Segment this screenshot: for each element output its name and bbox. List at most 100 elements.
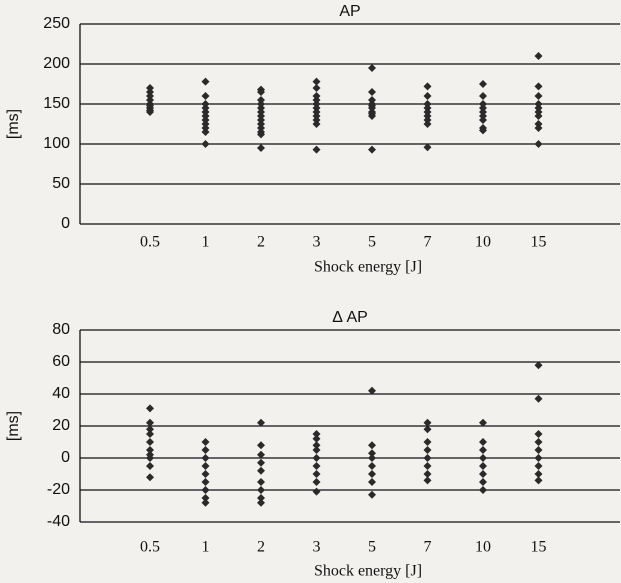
data-point xyxy=(479,462,487,470)
data-point xyxy=(312,487,321,496)
data-point xyxy=(312,454,321,462)
data-point xyxy=(368,454,376,462)
data-point xyxy=(146,425,154,434)
data-point xyxy=(479,126,487,135)
data-point xyxy=(423,454,432,462)
y-tick-label: 20 xyxy=(52,417,70,434)
data-point xyxy=(534,454,543,462)
data-point xyxy=(146,473,154,482)
y-axis-label: [ms] xyxy=(5,109,22,139)
data-point xyxy=(312,77,321,86)
data-point xyxy=(368,478,376,486)
data-point xyxy=(534,92,543,100)
data-point xyxy=(423,462,432,470)
x-tick-label: 3 xyxy=(313,539,321,556)
data-point xyxy=(534,430,543,438)
data-point xyxy=(423,120,432,128)
data-point xyxy=(479,438,487,446)
data-point xyxy=(201,494,210,502)
y-tick-label: 250 xyxy=(43,15,70,32)
y-tick-label: 60 xyxy=(52,353,70,370)
x-tick-label: 1 xyxy=(202,539,210,556)
data-point xyxy=(257,144,265,152)
data-point xyxy=(257,418,265,427)
data-point xyxy=(479,116,487,124)
data-point xyxy=(201,498,210,507)
data-point xyxy=(201,77,210,86)
data-point xyxy=(146,438,154,446)
data-point xyxy=(368,490,376,499)
data-point xyxy=(312,430,321,438)
data-point xyxy=(368,441,376,450)
data-point xyxy=(534,112,543,120)
data-point xyxy=(479,80,487,88)
data-point xyxy=(257,450,265,459)
data-point xyxy=(368,386,376,395)
y-tick-label: -40 xyxy=(47,513,70,530)
y-tick-label: 150 xyxy=(43,95,70,112)
data-point xyxy=(534,394,543,403)
x-tick-label: 10 xyxy=(475,539,491,556)
y-tick-label: -20 xyxy=(47,481,70,498)
data-point xyxy=(201,128,210,136)
data-point xyxy=(312,120,321,128)
chart-title: AP xyxy=(339,3,360,20)
x-tick-label: 7 xyxy=(424,539,432,556)
y-tick-label: 50 xyxy=(52,175,70,192)
x-tick-label: 1 xyxy=(202,234,210,251)
y-tick-label: 0 xyxy=(61,215,70,232)
data-point xyxy=(201,140,210,148)
data-point xyxy=(479,92,487,100)
x-tick-label: 0.5 xyxy=(140,234,160,251)
data-point xyxy=(534,438,543,446)
data-point xyxy=(423,446,432,454)
data-point xyxy=(257,466,265,475)
data-point xyxy=(201,446,210,454)
data-point xyxy=(201,454,210,462)
data-point xyxy=(479,478,487,486)
y-tick-label: 40 xyxy=(52,385,70,402)
data-point xyxy=(368,449,376,458)
data-point xyxy=(312,462,321,470)
x-axis-label: Shock energy [J] xyxy=(314,259,422,276)
y-tick-label: 200 xyxy=(43,55,70,72)
x-tick-label: 15 xyxy=(531,539,547,556)
data-point xyxy=(146,446,154,454)
data-point xyxy=(534,462,543,470)
data-point xyxy=(534,82,543,91)
data-point xyxy=(201,92,210,100)
data-point xyxy=(479,470,487,478)
y-tick-label: 100 xyxy=(43,135,70,152)
data-point xyxy=(201,470,210,478)
data-point xyxy=(423,82,432,91)
y-axis-label: [ms] xyxy=(5,411,22,441)
data-point xyxy=(534,470,543,478)
data-point xyxy=(534,52,543,60)
x-tick-label: 0.5 xyxy=(140,539,160,556)
data-point xyxy=(534,446,543,454)
data-point xyxy=(201,486,210,494)
data-point xyxy=(312,434,321,443)
data-point xyxy=(368,470,376,478)
data-point xyxy=(534,140,543,148)
data-point xyxy=(423,470,432,478)
data-point xyxy=(201,438,210,446)
data-point xyxy=(423,425,432,434)
y-tick-label: 80 xyxy=(52,321,70,338)
data-point xyxy=(312,470,321,478)
data-point xyxy=(257,88,265,96)
x-tick-label: 5 xyxy=(368,234,376,251)
data-point xyxy=(146,462,154,470)
x-tick-label: 10 xyxy=(475,234,491,251)
data-point xyxy=(368,145,376,154)
data-point xyxy=(312,446,321,454)
x-axis-label: Shock energy [J] xyxy=(314,563,422,580)
data-point xyxy=(479,486,487,494)
data-point xyxy=(479,418,487,427)
data-point xyxy=(368,88,376,96)
data-point xyxy=(146,418,154,427)
x-tick-label: 3 xyxy=(313,234,321,251)
data-point xyxy=(257,494,265,502)
data-point xyxy=(257,458,265,467)
data-point xyxy=(423,438,432,446)
